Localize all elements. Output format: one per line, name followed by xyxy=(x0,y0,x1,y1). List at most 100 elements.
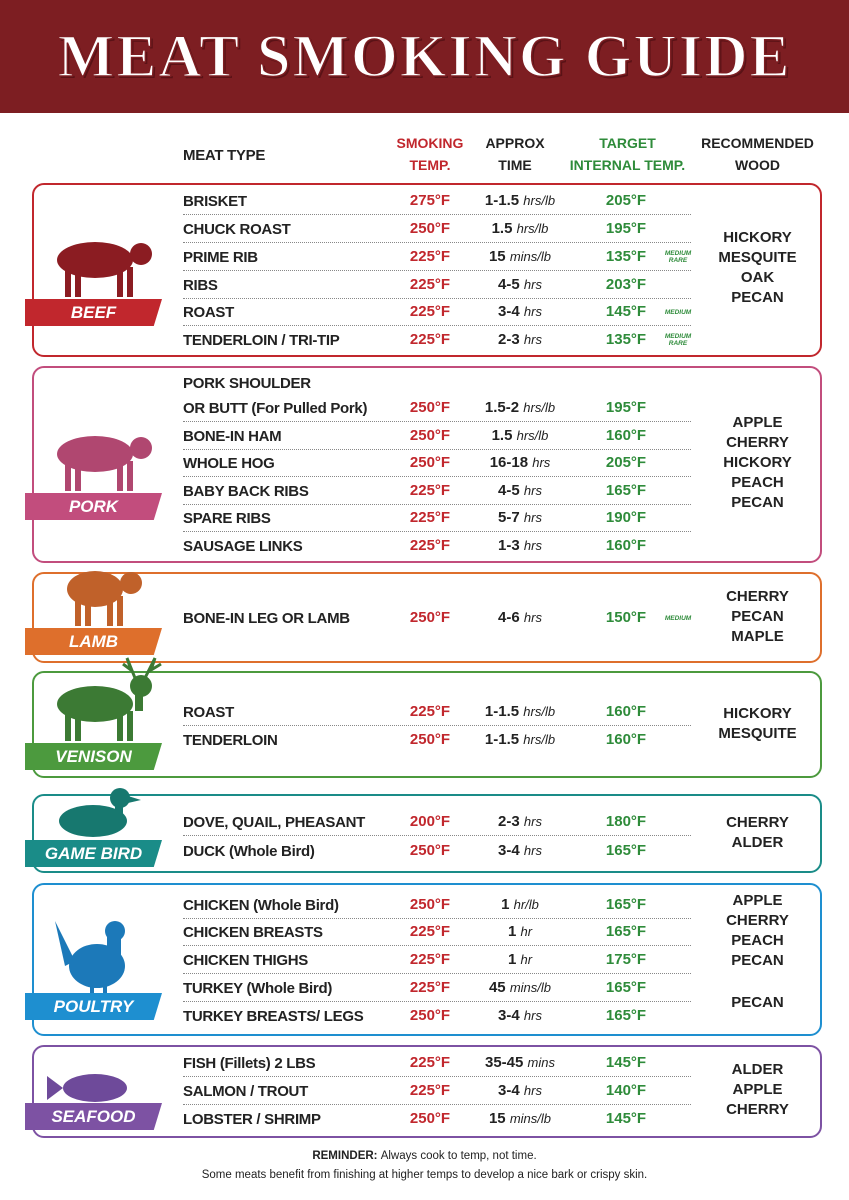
time-unit: hrs/lb xyxy=(523,732,556,747)
reminder-text: Always cook to temp, not time. xyxy=(380,1150,537,1162)
time-amount: 1 xyxy=(501,896,510,913)
wood: MESQUITE xyxy=(718,725,797,742)
time-amount: 1-1.5 xyxy=(484,192,520,209)
target-temp: 135°F xyxy=(605,248,647,265)
approx-time: 1-3 hrs xyxy=(470,537,570,554)
smoking-temp: 225°F xyxy=(409,703,451,720)
time-unit: hrs xyxy=(523,304,542,319)
approx-time: 1 hr xyxy=(470,923,570,940)
approx-time: 1-1.5 hrs/lb xyxy=(470,731,570,748)
approx-time: 16-18 hrs xyxy=(470,454,570,471)
section-box xyxy=(32,1045,822,1138)
time-unit: hrs xyxy=(523,277,542,292)
time-amount: 35-45 xyxy=(485,1054,524,1071)
title: MEAT SMOKING GUIDE xyxy=(57,22,792,90)
time-unit: mins/lb xyxy=(509,1111,552,1126)
time-amount: 16-18 xyxy=(489,454,529,471)
time-unit: hrs xyxy=(523,332,542,347)
target-temp: 165°F xyxy=(605,896,647,913)
time-unit: hr/lb xyxy=(513,897,539,912)
meat-type: DOVE, QUAIL, PHEASANT xyxy=(183,814,366,831)
target-temp: 145°F xyxy=(605,1054,647,1071)
column-header: SMOKING TEMP. xyxy=(396,135,464,173)
wood: CHERRY xyxy=(726,912,789,929)
section-label: LAMB xyxy=(25,628,162,655)
approx-time: 1 hr/lb xyxy=(470,896,570,913)
target-temp: 205°F xyxy=(605,454,647,471)
approx-time: 3-4 hrs xyxy=(470,1007,570,1024)
smoking-temp: 225°F xyxy=(409,331,451,348)
time-unit: hrs xyxy=(523,1083,542,1098)
row-separator xyxy=(183,421,691,422)
approx-time: 1.5 hrs/lb xyxy=(470,220,570,237)
target-temp: 145°F xyxy=(605,303,647,320)
meat-type: TURKEY (Whole Bird) xyxy=(183,980,333,997)
smoking-temp: 225°F xyxy=(409,923,451,940)
target-temp: 160°F xyxy=(605,731,647,748)
target-temp: 180°F xyxy=(605,813,647,830)
column-header: APPROX TIME xyxy=(485,135,545,173)
wood: CHERRY xyxy=(726,434,789,451)
time-amount: 3-4 xyxy=(498,1007,520,1024)
approx-time: 4-5 hrs xyxy=(470,482,570,499)
animal-icon xyxy=(59,788,141,837)
time-unit: hr xyxy=(520,952,533,967)
meat-type: BONE-IN LEG OR LAMB xyxy=(183,610,350,627)
time-amount: 1 xyxy=(507,923,517,940)
section-box xyxy=(32,883,822,1036)
wood: PECAN xyxy=(731,494,784,511)
wood: CHERRY xyxy=(726,814,789,831)
row-separator xyxy=(183,325,691,326)
row-separator xyxy=(183,531,691,532)
footer-note: Some meats benefit from finishing at hig… xyxy=(201,1169,648,1181)
approx-time: 4-5 hrs xyxy=(470,276,570,293)
row-separator xyxy=(183,270,691,271)
row-separator xyxy=(183,449,691,450)
approx-time: 1-1.5 hrs/lb xyxy=(470,703,570,720)
target-temp: 140°F xyxy=(605,1082,647,1099)
section-box xyxy=(32,671,822,778)
wood: HICKORY xyxy=(723,705,792,722)
time-amount: 4-6 xyxy=(498,609,520,626)
target-temp: 165°F xyxy=(605,482,647,499)
wood: HICKORY xyxy=(723,229,792,246)
smoking-temp: 275°F xyxy=(409,192,451,209)
approx-time: 15 mins/lb xyxy=(470,248,570,265)
animal-icon xyxy=(47,1074,127,1102)
time-amount: 3-4 xyxy=(498,303,520,320)
approx-time: 1.5 hrs/lb xyxy=(470,427,570,444)
time-amount: 1.5 xyxy=(491,427,513,444)
smoking-temp: 225°F xyxy=(409,1054,451,1071)
section-box xyxy=(32,366,822,563)
smoking-temp: 250°F xyxy=(409,220,451,237)
approx-time: 5-7 hrs xyxy=(470,509,570,526)
animal-icon xyxy=(57,436,152,491)
smoking-temp: 225°F xyxy=(409,482,451,499)
target-temp: 195°F xyxy=(605,399,647,416)
doneness-note: MEDIUM RARE xyxy=(664,250,692,264)
row-separator xyxy=(183,214,691,215)
target-temp: 203°F xyxy=(605,276,647,293)
time-unit: mins/lb xyxy=(509,980,552,995)
doneness-note: MEDIUM RARE xyxy=(664,333,692,347)
time-amount: 15 xyxy=(488,248,506,265)
row-separator xyxy=(183,298,691,299)
time-unit: hrs/lb xyxy=(523,400,556,415)
wood: PECAN xyxy=(731,289,784,306)
approx-time: 15 mins/lb xyxy=(470,1110,570,1127)
footer-reminder: REMINDER: Always cook to temp, not time. xyxy=(0,1150,849,1162)
wood: PECAN xyxy=(731,994,784,1011)
smoking-temp: 250°F xyxy=(409,1007,451,1024)
time-amount: 1.5 xyxy=(491,220,513,237)
time-amount: 3-4 xyxy=(498,842,520,859)
wood: MESQUITE xyxy=(718,249,797,266)
time-unit: hrs/lb xyxy=(523,704,556,719)
time-amount: 1.5-2 xyxy=(484,399,520,416)
row-separator xyxy=(183,1076,691,1077)
wood: PECAN xyxy=(731,608,784,625)
target-temp: 165°F xyxy=(605,1007,647,1024)
column-header: RECOMMENDED WOOD xyxy=(701,135,814,173)
target-temp: 190°F xyxy=(605,509,647,526)
time-unit: hrs xyxy=(523,538,542,553)
animal-icon xyxy=(55,921,125,996)
